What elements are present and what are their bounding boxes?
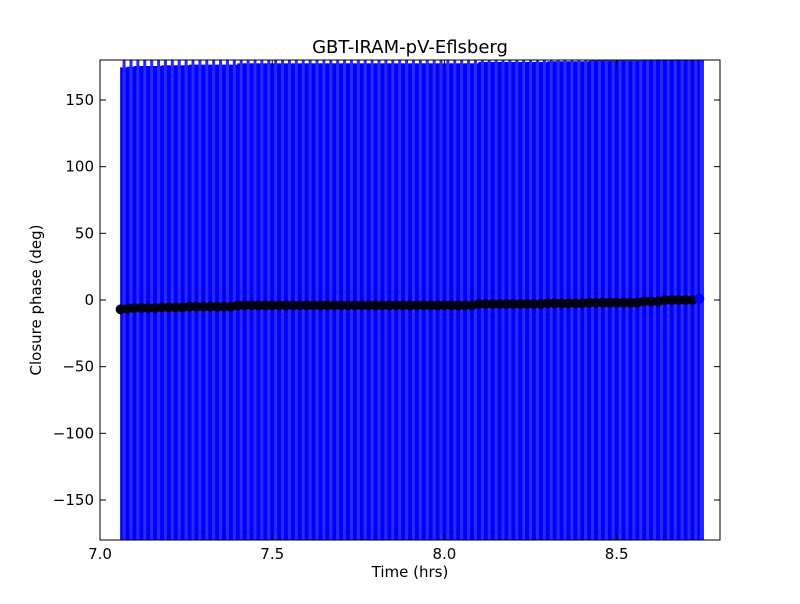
chart-title: GBT-IRAM-pV-Eflsberg [312, 37, 508, 58]
y-tick-label: 0 [84, 291, 94, 309]
x-tick-label: 7.0 [88, 545, 112, 563]
y-axis-label: Closure phase (deg) [27, 225, 45, 376]
y-tick-label: −50 [62, 358, 94, 376]
y-tick-label: −150 [53, 491, 94, 509]
x-axis-label: Time (hrs) [371, 563, 449, 581]
y-tick-label: 100 [65, 158, 94, 176]
x-tick-label: 8.5 [605, 545, 629, 563]
y-tick-label: 50 [75, 224, 94, 242]
x-tick-label: 7.5 [260, 545, 284, 563]
x-tick-label: 8.0 [433, 545, 457, 563]
y-tick-label: −100 [53, 424, 94, 442]
data-point [694, 293, 705, 304]
data-markers [115, 293, 705, 315]
x-ticks: 7.0 7.5 8.0 8.5 [88, 60, 629, 563]
y-ticks: −150 −100 −50 0 50 100 150 [53, 91, 720, 509]
y-tick-label: 150 [65, 91, 94, 109]
